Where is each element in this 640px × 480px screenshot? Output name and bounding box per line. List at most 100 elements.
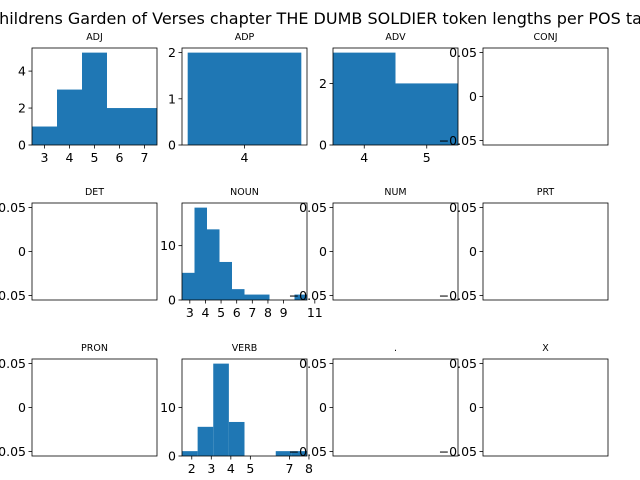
y-tick-label: 0.05 (449, 45, 477, 60)
x-tick-label: 4 (66, 150, 74, 165)
bar-verb-6 (275, 451, 292, 456)
subplot-x: X −0.05 0 0.05 (439, 343, 609, 459)
y-tick-label: 0 (168, 293, 176, 308)
axes-frame (482, 202, 609, 301)
y-tick-label: 0 (18, 138, 26, 153)
x-tick-label: 3 (41, 150, 49, 165)
bar-noun-1 (194, 207, 207, 300)
axes-frame (31, 358, 158, 457)
y-tick-label: 0 (319, 138, 327, 153)
subplot-det: DET −0.05 0 0.05 (0, 187, 158, 303)
subplot-verb: VERB 2 3 4 5 7 8 0 10 (160, 343, 313, 476)
axes-frame (482, 358, 609, 457)
x-tick-label: 5 (423, 150, 431, 165)
x-tick-label: 5 (246, 461, 254, 476)
subplot-title: VERB (232, 343, 258, 354)
axes-frame (332, 47, 459, 146)
bar-adj-1 (57, 89, 82, 145)
subplot-title: NUM (384, 187, 406, 198)
bar-adj-4 (132, 108, 157, 145)
axes-frame (482, 47, 609, 146)
subplot-conj: CONJ −0.05 0 0.05 (439, 32, 609, 148)
bar-adv-0 (333, 52, 396, 145)
subplot-punct: . −0.05 0 0.05 (289, 343, 459, 459)
bar-verb-7 (291, 451, 307, 456)
y-tick-label: 0.05 (449, 356, 477, 371)
y-tick-label: 0 (319, 400, 327, 415)
x-tick-label: 5 (217, 305, 225, 320)
bar-noun-2 (207, 229, 220, 300)
y-tick-label: 0 (18, 400, 26, 415)
bar-adj-2 (82, 52, 107, 145)
x-tick-label: 8 (305, 461, 313, 476)
subplot-title: ADP (235, 32, 255, 43)
y-tick-label: 10 (160, 400, 176, 415)
subplot-title: CONJ (533, 32, 557, 43)
subplot-noun: NOUN 3 4 5 6 7 8 9 11 0 10 (160, 187, 323, 320)
y-tick-label: 0 (469, 400, 477, 415)
axes-frame (332, 202, 459, 301)
y-tick-label: 0.05 (0, 200, 26, 215)
x-tick-label: 6 (116, 150, 124, 165)
subplot-title: X (542, 343, 549, 354)
y-tick-label: 0 (168, 449, 176, 464)
subplot-title: PRT (537, 187, 555, 198)
y-tick-label: −0.05 (0, 444, 26, 459)
subplot-title: NOUN (230, 187, 259, 198)
y-tick-label: 0 (319, 244, 327, 259)
subplot-title: ADV (385, 32, 406, 43)
x-tick-label: 5 (91, 150, 99, 165)
bar-verb-0 (182, 451, 198, 456)
y-tick-label: −0.05 (439, 444, 477, 459)
y-tick-label: −0.05 (289, 444, 327, 459)
subplot-pron: PRON −0.05 0 0.05 (0, 343, 158, 459)
subplot-title: PRON (81, 343, 108, 354)
x-tick-label: 3 (207, 461, 215, 476)
y-tick-label: 4 (18, 64, 26, 79)
y-tick-label: −0.05 (289, 288, 327, 303)
axes-frame (31, 202, 158, 301)
bar-adj-0 (32, 126, 57, 145)
y-tick-label: 2 (319, 76, 327, 91)
y-tick-label: 0 (469, 89, 477, 104)
y-tick-label: −0.05 (439, 288, 477, 303)
bar-noun-3 (219, 261, 232, 300)
bar-noun-5 (244, 294, 257, 300)
x-tick-label: 6 (233, 305, 241, 320)
bar-adj-3 (107, 108, 132, 145)
bar-verb-2 (213, 363, 229, 456)
bar-verb-3 (228, 421, 245, 456)
x-tick-label: 4 (201, 305, 209, 320)
y-tick-label: 0.05 (299, 356, 327, 371)
bar-noun-0 (182, 272, 195, 300)
y-tick-label: 10 (160, 238, 176, 253)
subplot-title: DET (85, 187, 104, 198)
bar-noun-4 (232, 289, 245, 300)
y-tick-label: 2 (168, 45, 176, 60)
y-tick-label: 0 (469, 244, 477, 259)
y-tick-label: 0 (168, 138, 176, 153)
y-tick-label: 2 (18, 101, 26, 116)
y-tick-label: 0.05 (0, 356, 26, 371)
subplot-adj: ADJ 3 4 5 6 7 0 2 4 (18, 32, 158, 165)
y-tick-label: 0.05 (449, 200, 477, 215)
x-tick-label: 4 (227, 461, 235, 476)
subplot-adp: ADP 4 0 1 2 (168, 32, 308, 165)
x-tick-label: 4 (360, 150, 368, 165)
y-tick-label: −0.05 (0, 288, 26, 303)
bar-noun-6 (257, 294, 270, 300)
y-tick-label: 1 (168, 91, 176, 106)
x-tick-label: 4 (241, 150, 249, 165)
x-tick-label: 3 (186, 305, 194, 320)
bar-noun-9 (294, 294, 307, 300)
x-tick-label: 9 (280, 305, 288, 320)
x-tick-label: 11 (307, 305, 323, 320)
subplot-num: NUM −0.05 0 0.05 (289, 187, 459, 303)
figure-title: Childrens Garden of Verses chapter THE D… (0, 9, 640, 28)
subplot-adv: ADV 4 5 0 2 (319, 32, 459, 165)
x-tick-label: 7 (141, 150, 149, 165)
y-tick-label: 0 (18, 244, 26, 259)
y-tick-label: −0.05 (439, 133, 477, 148)
